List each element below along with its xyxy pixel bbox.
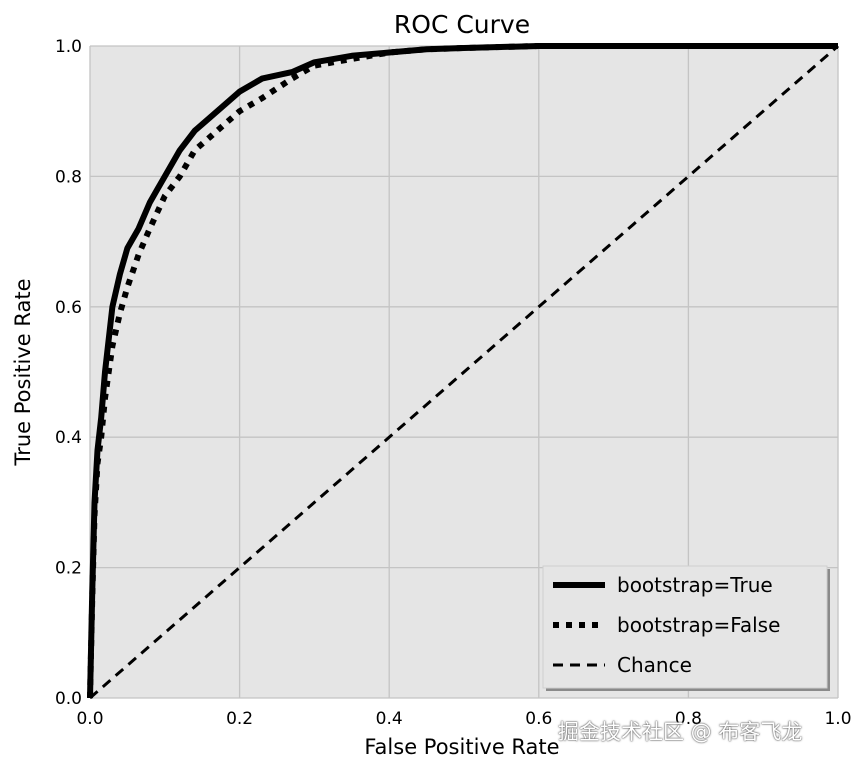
x-tick-label: 1.0 xyxy=(824,709,851,729)
watermark: 掘金技术社区 @ 布客飞龙 xyxy=(558,720,803,744)
series-layer xyxy=(87,43,839,700)
x-tick-label: 0.4 xyxy=(376,709,403,729)
y-tick-label: 0.4 xyxy=(55,428,82,448)
y-axis-label: True Positive Rate xyxy=(11,278,35,466)
legend: bootstrap=True bootstrap=False Chance xyxy=(542,565,830,691)
y-tick-label: 0.6 xyxy=(55,298,82,318)
y-tick-label: 0.8 xyxy=(55,167,82,187)
y-tick-label: 1.0 xyxy=(55,37,82,57)
grid-lines xyxy=(89,45,839,699)
x-tick-label: 0.6 xyxy=(525,709,552,729)
x-tick-label: 0.8 xyxy=(675,709,702,729)
legend-label: Chance xyxy=(617,653,692,677)
x-tick-label: 0.2 xyxy=(226,709,253,729)
y-tick-label: 0.0 xyxy=(55,689,82,709)
y-tick-label: 0.2 xyxy=(55,559,82,579)
legend-label: bootstrap=True xyxy=(617,573,773,597)
chart-title: ROC Curve xyxy=(394,10,530,39)
tick-labels: 0.0 0.2 0.4 0.6 0.8 1.0 0.0 0.2 0.4 0.6 0.8 1.0 xyxy=(55,37,852,729)
series-line-dotted xyxy=(87,43,838,699)
legend-label: bootstrap=False xyxy=(617,613,780,637)
x-axis-label: False Positive Rate xyxy=(364,735,559,759)
x-tick-label: 0.0 xyxy=(76,709,103,729)
series-line-dashed xyxy=(89,44,839,700)
